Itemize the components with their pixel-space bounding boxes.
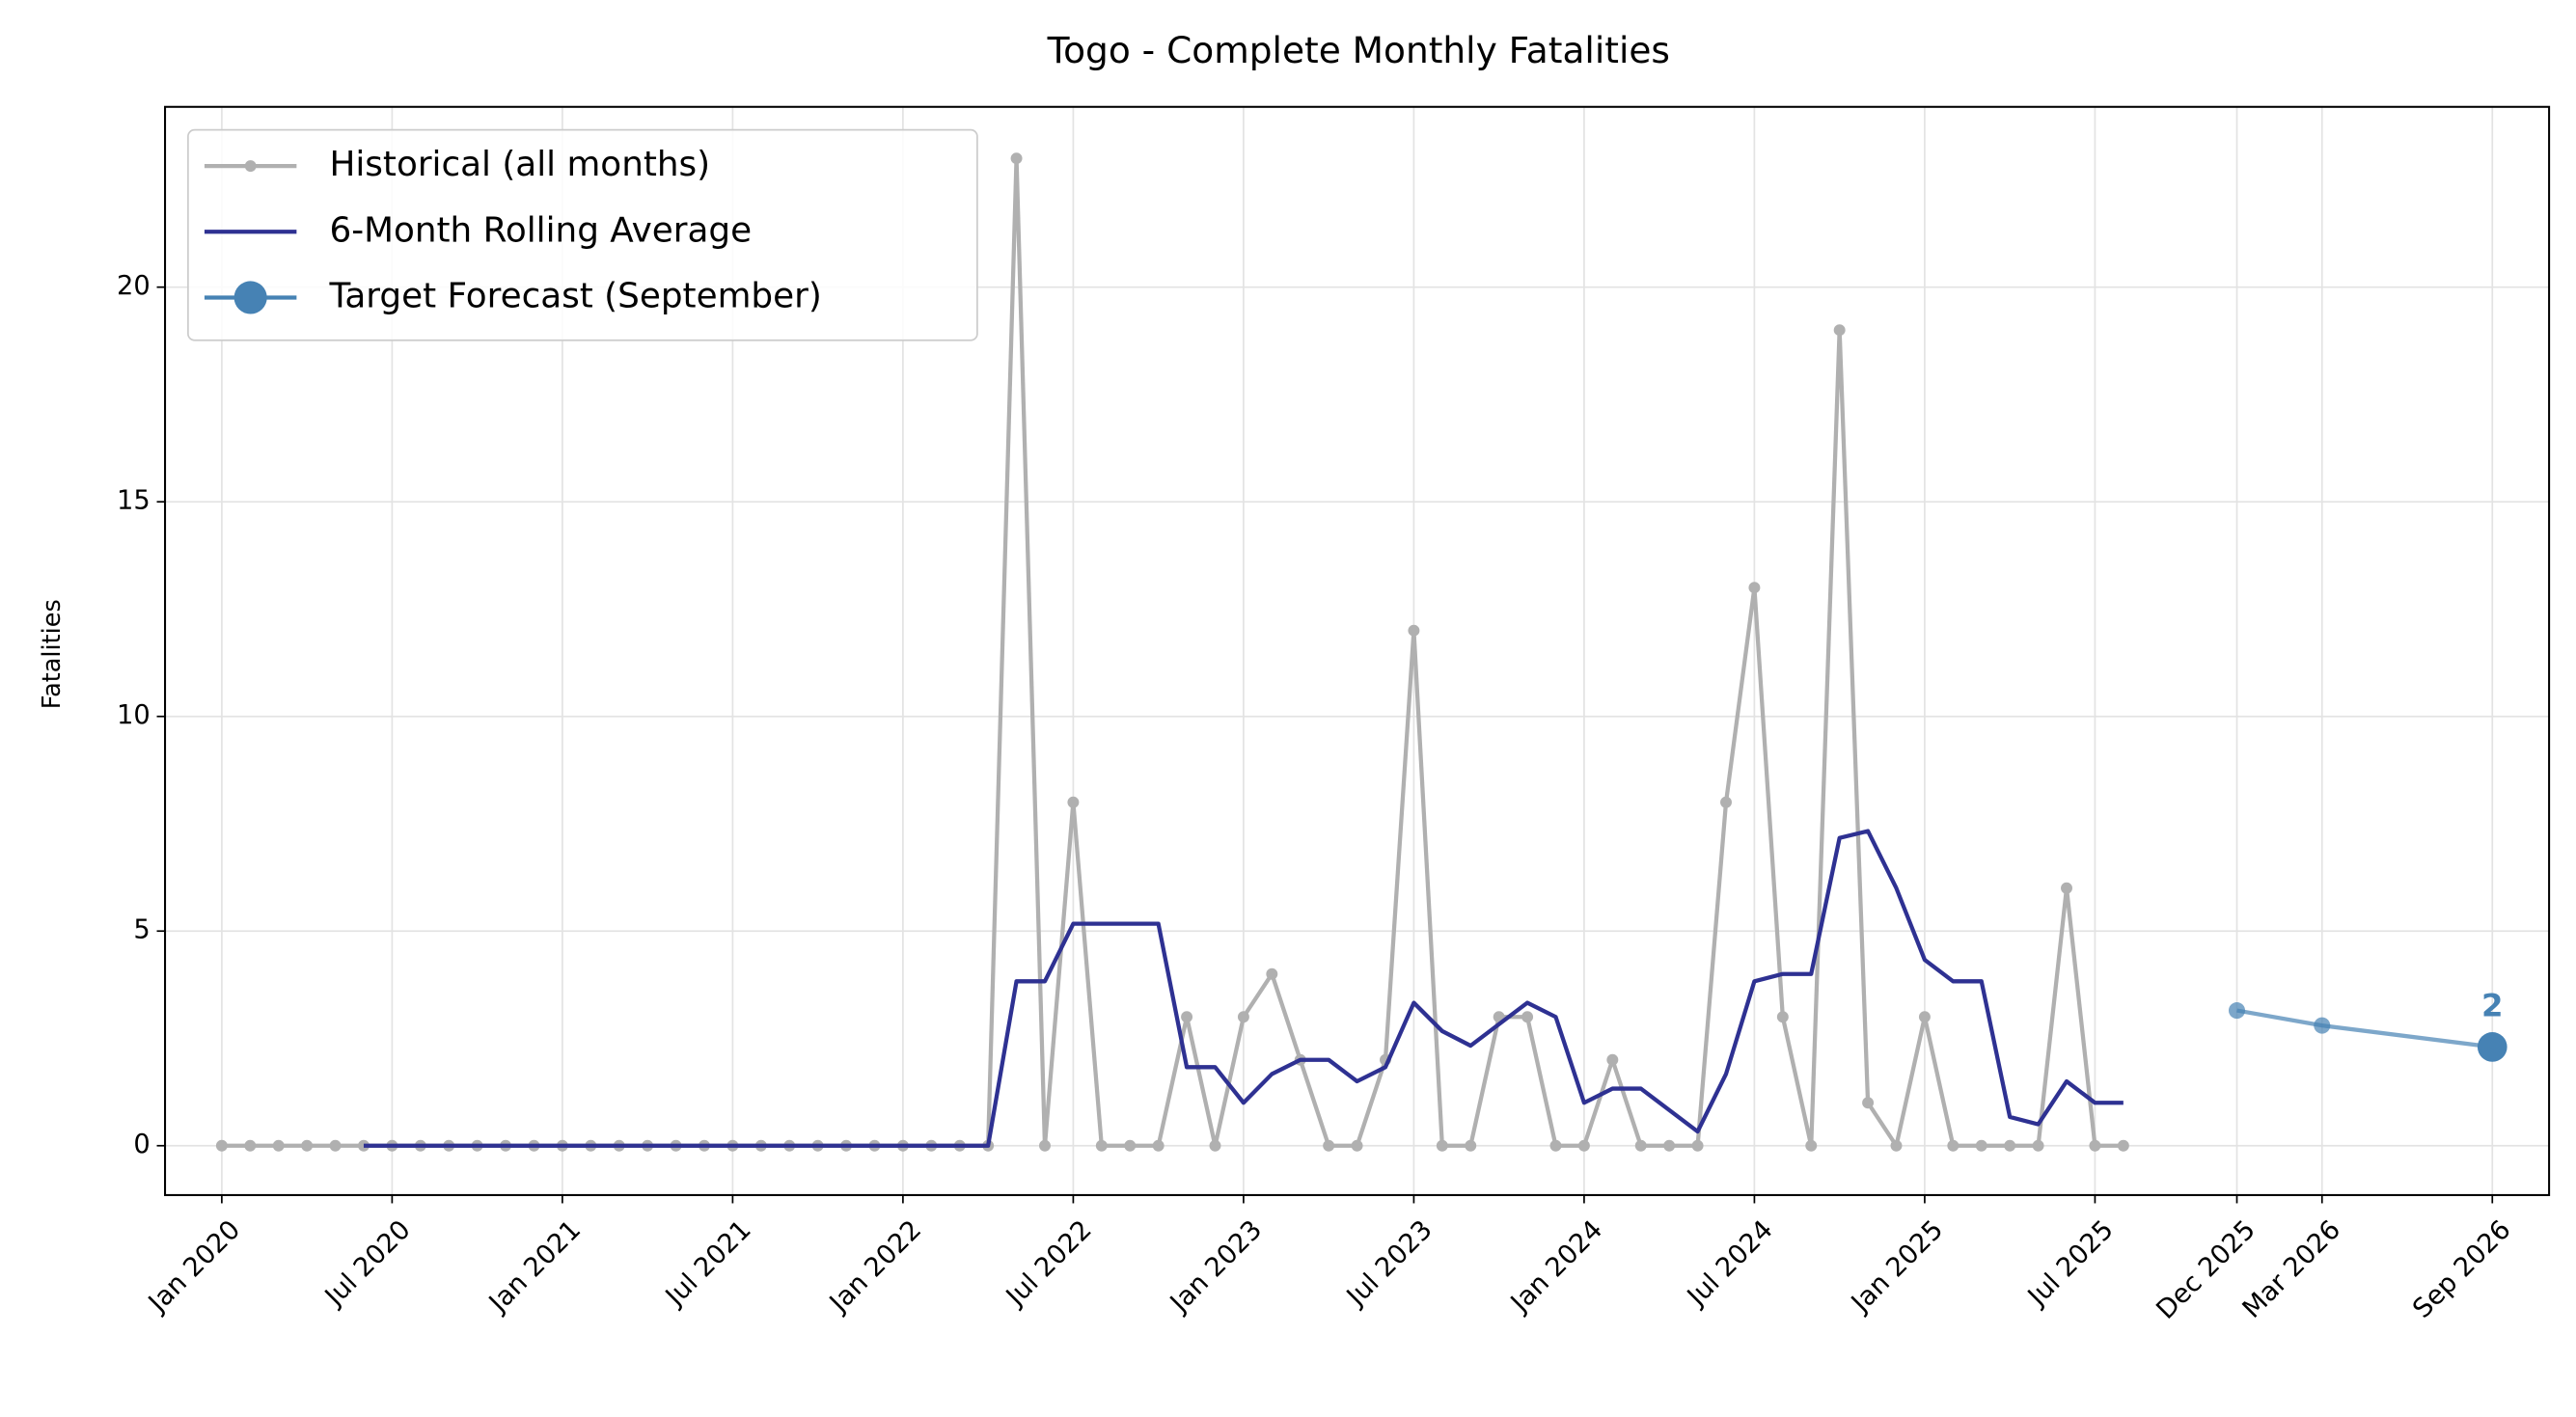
data-point <box>1067 796 1080 808</box>
data-point <box>2089 1139 2101 1152</box>
data-point <box>2477 1032 2507 1062</box>
data-point <box>1776 1011 1789 1023</box>
x-tick-label: Jan 2025 <box>1845 1214 1949 1319</box>
data-point <box>1862 1097 1875 1109</box>
x-tick-label: Jul 2020 <box>318 1214 417 1313</box>
data-point <box>1152 1139 1165 1152</box>
data-point <box>1095 1139 1108 1152</box>
data-point <box>1465 1139 1477 1152</box>
series-line <box>2236 1008 2493 1049</box>
data-point <box>1237 1011 1249 1023</box>
x-tick-label: Sep 2026 <box>2407 1214 2516 1323</box>
data-point <box>2032 1139 2044 1152</box>
data-point <box>1181 1011 1193 1023</box>
data-point <box>2117 1139 2129 1152</box>
data-point <box>1549 1139 1562 1152</box>
legend-box <box>187 128 978 341</box>
y-tick-label: 20 <box>117 271 151 301</box>
y-tick-label: 0 <box>133 1130 150 1159</box>
data-point <box>1436 1139 1448 1152</box>
x-tick-label: Jan 2024 <box>1504 1214 1608 1319</box>
legend-label: Historical (all months) <box>329 145 710 184</box>
data-point <box>1209 1139 1221 1152</box>
data-point <box>1606 1053 1619 1066</box>
x-tick-label: Jul 2022 <box>1000 1214 1098 1313</box>
chart-title: Togo - Complete Monthly Fatalities <box>1047 29 1670 71</box>
data-point <box>1720 796 1732 808</box>
data-point <box>1039 1139 1051 1152</box>
data-point <box>2228 1002 2246 1020</box>
x-tick-label: Jan 2022 <box>823 1214 927 1319</box>
data-point <box>301 1139 314 1152</box>
data-point <box>1947 1139 1959 1152</box>
data-point <box>1266 967 1278 980</box>
data-point <box>1010 152 1023 165</box>
data-point <box>1408 624 1420 637</box>
y-tick-label: 15 <box>117 486 151 516</box>
x-tick-label: Jul 2021 <box>659 1214 757 1313</box>
data-point <box>1833 324 1846 337</box>
data-point <box>1748 582 1761 594</box>
data-point <box>329 1139 342 1152</box>
x-tick-label: Jul 2024 <box>1681 1214 1779 1313</box>
series-line <box>363 829 2124 1148</box>
x-tick-label: Jul 2023 <box>1340 1214 1439 1313</box>
legend-marker <box>233 281 267 314</box>
axes-frame <box>164 105 2551 1196</box>
data-point <box>2061 882 2072 894</box>
legend-marker <box>244 160 257 173</box>
legend-label: 6-Month Rolling Average <box>329 210 752 250</box>
data-point <box>244 1139 257 1152</box>
data-point <box>1805 1139 1818 1152</box>
x-tick-label: Jul 2025 <box>2021 1214 2120 1313</box>
data-point <box>2314 1017 2331 1034</box>
data-point <box>272 1139 285 1152</box>
data-point <box>1890 1139 1903 1152</box>
data-point <box>1124 1139 1137 1152</box>
x-tick-label: Jan 2020 <box>142 1214 246 1319</box>
data-point <box>1521 1011 1534 1023</box>
x-tick-label: Jan 2021 <box>482 1214 587 1319</box>
x-tick-label: Jan 2023 <box>1164 1214 1268 1319</box>
data-point <box>1691 1139 1704 1152</box>
y-tick-label: 10 <box>117 700 151 730</box>
data-point <box>1351 1139 1363 1152</box>
data-point <box>1577 1139 1590 1152</box>
y-tick-label: 5 <box>133 915 150 945</box>
data-point <box>215 1139 228 1152</box>
data-point <box>1663 1139 1676 1152</box>
y-axis-label: Fatalities <box>38 599 67 709</box>
data-point <box>1975 1139 1987 1152</box>
data-point <box>2004 1139 2016 1152</box>
value-label: 2 <box>2481 987 2504 1023</box>
data-point <box>1634 1139 1647 1152</box>
legend-label: Target Forecast (September) <box>328 276 821 315</box>
data-point <box>1918 1011 1931 1023</box>
data-point <box>1323 1139 1335 1152</box>
